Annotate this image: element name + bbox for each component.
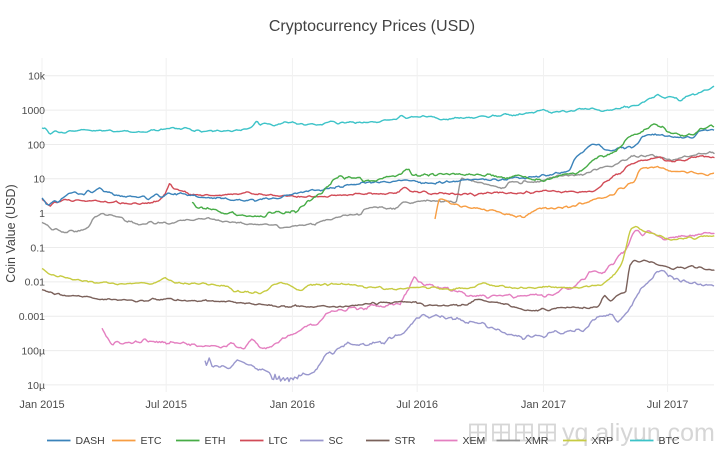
svg-text:ETC: ETC [141, 435, 162, 447]
svg-text:Jul 2015: Jul 2015 [145, 399, 187, 411]
svg-text:0.1: 0.1 [30, 242, 45, 254]
svg-text:yq.aliyun.com: yq.aliyun.com [562, 419, 715, 447]
svg-text:XMR: XMR [525, 435, 549, 447]
svg-text:SC: SC [329, 435, 344, 447]
svg-text:1: 1 [39, 208, 45, 220]
svg-text:0.01: 0.01 [25, 277, 46, 289]
svg-text:XRP: XRP [592, 435, 614, 447]
svg-text:Jul 2017: Jul 2017 [647, 399, 689, 411]
svg-text:Coin Value (USD): Coin Value (USD) [4, 184, 18, 282]
svg-text:XEM: XEM [463, 435, 486, 447]
svg-text:STR: STR [395, 435, 416, 447]
svg-text:DASH: DASH [76, 435, 105, 447]
svg-text:100: 100 [27, 139, 45, 151]
svg-text:BTC: BTC [659, 435, 680, 447]
svg-text:Jul 2016: Jul 2016 [396, 399, 438, 411]
svg-text:0.001: 0.001 [19, 311, 45, 323]
svg-text:Jan 2017: Jan 2017 [521, 399, 566, 411]
svg-text:Jan 2015: Jan 2015 [19, 399, 64, 411]
svg-text:10µ: 10µ [27, 380, 45, 392]
svg-text:10k: 10k [28, 71, 46, 83]
svg-text:Cryptocurrency Prices (USD): Cryptocurrency Prices (USD) [269, 18, 475, 35]
svg-text:100µ: 100µ [21, 345, 45, 357]
svg-text:ETH: ETH [205, 435, 226, 447]
svg-text:10: 10 [33, 174, 45, 186]
svg-text:1000: 1000 [22, 105, 46, 117]
svg-text:Jan 2016: Jan 2016 [270, 399, 315, 411]
svg-text:LTC: LTC [269, 435, 288, 447]
